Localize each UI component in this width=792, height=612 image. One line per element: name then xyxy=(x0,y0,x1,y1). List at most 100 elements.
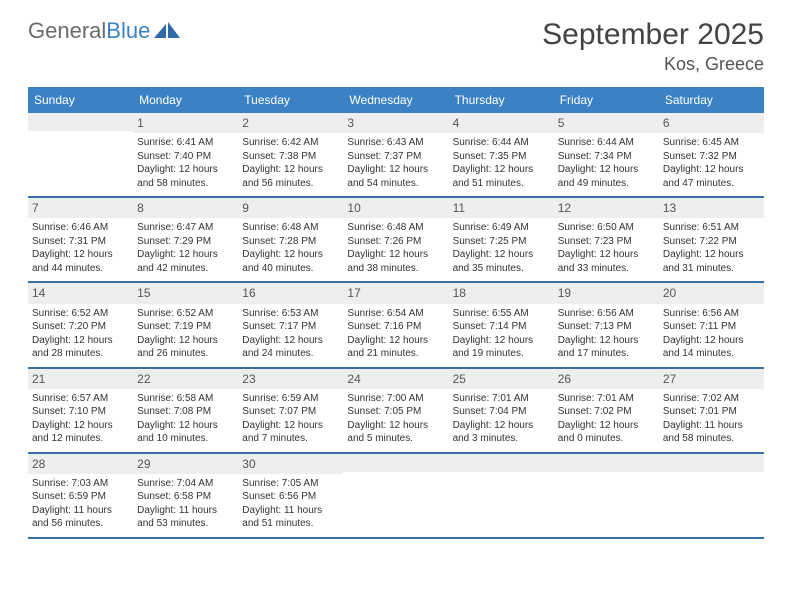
day-info-line: Sunrise: 6:48 AM xyxy=(347,221,444,235)
day-info-line: Daylight: 12 hours and 38 minutes. xyxy=(347,248,444,275)
day-info-line: Daylight: 12 hours and 58 minutes. xyxy=(137,163,234,190)
logo-sail-icon xyxy=(154,22,180,40)
weekday-mon: Monday xyxy=(133,87,238,113)
day-cell: 21Sunrise: 6:57 AMSunset: 7:10 PMDayligh… xyxy=(28,369,133,452)
day-info-line: Sunset: 7:13 PM xyxy=(558,320,655,334)
day-number: 3 xyxy=(343,113,448,133)
day-number: 23 xyxy=(238,369,343,389)
day-info-line: Sunset: 7:38 PM xyxy=(242,150,339,164)
weekday-header-row: Sunday Monday Tuesday Wednesday Thursday… xyxy=(28,87,764,113)
day-number: 21 xyxy=(28,369,133,389)
day-info-line: Daylight: 12 hours and 31 minutes. xyxy=(663,248,760,275)
day-cell: 16Sunrise: 6:53 AMSunset: 7:17 PMDayligh… xyxy=(238,283,343,366)
day-number xyxy=(659,454,764,472)
day-number: 5 xyxy=(554,113,659,133)
day-cell xyxy=(659,454,764,537)
day-number: 7 xyxy=(28,198,133,218)
day-cell: 18Sunrise: 6:55 AMSunset: 7:14 PMDayligh… xyxy=(449,283,554,366)
day-info-line: Daylight: 12 hours and 24 minutes. xyxy=(242,334,339,361)
day-number: 20 xyxy=(659,283,764,303)
day-cell: 7Sunrise: 6:46 AMSunset: 7:31 PMDaylight… xyxy=(28,198,133,281)
day-info-line: Sunset: 7:35 PM xyxy=(453,150,550,164)
weekday-wed: Wednesday xyxy=(343,87,448,113)
day-number: 17 xyxy=(343,283,448,303)
day-info-line: Sunset: 7:11 PM xyxy=(663,320,760,334)
day-cell: 4Sunrise: 6:44 AMSunset: 7:35 PMDaylight… xyxy=(449,113,554,196)
day-info-line: Sunrise: 7:02 AM xyxy=(663,392,760,406)
day-info-line: Sunrise: 6:49 AM xyxy=(453,221,550,235)
day-info-line: Sunset: 7:19 PM xyxy=(137,320,234,334)
calendar: Sunday Monday Tuesday Wednesday Thursday… xyxy=(28,87,764,539)
day-cell: 9Sunrise: 6:48 AMSunset: 7:28 PMDaylight… xyxy=(238,198,343,281)
day-number xyxy=(554,454,659,472)
day-info-line: Sunrise: 6:56 AM xyxy=(558,307,655,321)
day-info-line: Sunset: 7:40 PM xyxy=(137,150,234,164)
day-info-line: Sunrise: 6:44 AM xyxy=(453,136,550,150)
day-number: 10 xyxy=(343,198,448,218)
day-cell: 27Sunrise: 7:02 AMSunset: 7:01 PMDayligh… xyxy=(659,369,764,452)
day-info-line: Sunset: 7:26 PM xyxy=(347,235,444,249)
weekday-sun: Sunday xyxy=(28,87,133,113)
day-info-line: Sunrise: 6:47 AM xyxy=(137,221,234,235)
day-cell: 20Sunrise: 6:56 AMSunset: 7:11 PMDayligh… xyxy=(659,283,764,366)
day-info-line: Daylight: 12 hours and 19 minutes. xyxy=(453,334,550,361)
day-info-line: Sunrise: 6:42 AM xyxy=(242,136,339,150)
day-info-line: Sunrise: 6:44 AM xyxy=(558,136,655,150)
day-number: 25 xyxy=(449,369,554,389)
day-info-line: Sunrise: 6:53 AM xyxy=(242,307,339,321)
day-info-line: Daylight: 12 hours and 7 minutes. xyxy=(242,419,339,446)
header: GeneralBlue September 2025 Kos, Greece xyxy=(0,0,792,79)
day-info-line: Daylight: 12 hours and 40 minutes. xyxy=(242,248,339,275)
week-row: 7Sunrise: 6:46 AMSunset: 7:31 PMDaylight… xyxy=(28,198,764,283)
weeks-container: 1Sunrise: 6:41 AMSunset: 7:40 PMDaylight… xyxy=(28,113,764,539)
day-number: 30 xyxy=(238,454,343,474)
day-number: 22 xyxy=(133,369,238,389)
day-info-line: Sunset: 7:05 PM xyxy=(347,405,444,419)
day-info-line: Daylight: 11 hours and 58 minutes. xyxy=(663,419,760,446)
day-info-line: Daylight: 12 hours and 21 minutes. xyxy=(347,334,444,361)
weekday-sat: Saturday xyxy=(659,87,764,113)
title-block: September 2025 Kos, Greece xyxy=(542,18,764,75)
day-info-line: Sunrise: 6:50 AM xyxy=(558,221,655,235)
month-title: September 2025 xyxy=(542,18,764,52)
day-cell xyxy=(554,454,659,537)
day-info-line: Sunrise: 7:01 AM xyxy=(453,392,550,406)
day-number: 12 xyxy=(554,198,659,218)
location: Kos, Greece xyxy=(542,54,764,75)
day-info-line: Sunset: 7:10 PM xyxy=(32,405,129,419)
day-cell: 6Sunrise: 6:45 AMSunset: 7:32 PMDaylight… xyxy=(659,113,764,196)
day-info-line: Sunset: 7:25 PM xyxy=(453,235,550,249)
day-number: 18 xyxy=(449,283,554,303)
day-number: 15 xyxy=(133,283,238,303)
day-info-line: Sunrise: 7:04 AM xyxy=(137,477,234,491)
day-info-line: Daylight: 12 hours and 12 minutes. xyxy=(32,419,129,446)
day-info-line: Sunset: 7:16 PM xyxy=(347,320,444,334)
day-info-line: Sunset: 7:17 PM xyxy=(242,320,339,334)
day-number xyxy=(449,454,554,472)
day-info-line: Sunrise: 6:55 AM xyxy=(453,307,550,321)
logo-word2: Blue xyxy=(106,18,150,43)
day-info-line: Sunrise: 6:45 AM xyxy=(663,136,760,150)
day-cell: 11Sunrise: 6:49 AMSunset: 7:25 PMDayligh… xyxy=(449,198,554,281)
day-cell: 10 Sunrise: 6:48 AMSunset: 7:26 PMDayligh… xyxy=(343,198,448,281)
day-info-line: Daylight: 12 hours and 44 minutes. xyxy=(32,248,129,275)
day-info-line: Sunrise: 7:05 AM xyxy=(242,477,339,491)
day-info-line: Daylight: 12 hours and 3 minutes. xyxy=(453,419,550,446)
day-cell: 23Sunrise: 6:59 AMSunset: 7:07 PMDayligh… xyxy=(238,369,343,452)
logo: GeneralBlue xyxy=(28,18,180,44)
day-info-line: Sunrise: 6:46 AM xyxy=(32,221,129,235)
day-cell: 19Sunrise: 6:56 AMSunset: 7:13 PMDayligh… xyxy=(554,283,659,366)
day-info-line: Daylight: 12 hours and 14 minutes. xyxy=(663,334,760,361)
day-info-line: Sunset: 6:59 PM xyxy=(32,490,129,504)
day-number: 6 xyxy=(659,113,764,133)
weekday-tue: Tuesday xyxy=(238,87,343,113)
day-info-line: Sunrise: 6:41 AM xyxy=(137,136,234,150)
week-row: 21Sunrise: 6:57 AMSunset: 7:10 PMDayligh… xyxy=(28,369,764,454)
day-cell: 12Sunrise: 6:50 AMSunset: 7:23 PMDayligh… xyxy=(554,198,659,281)
day-cell: 3Sunrise: 6:43 AMSunset: 7:37 PMDaylight… xyxy=(343,113,448,196)
day-info-line: Sunrise: 6:59 AM xyxy=(242,392,339,406)
day-info-line: Daylight: 12 hours and 26 minutes. xyxy=(137,334,234,361)
day-cell: 13Sunrise: 6:51 AMSunset: 7:22 PMDayligh… xyxy=(659,198,764,281)
day-number: 19 xyxy=(554,283,659,303)
day-cell: 8Sunrise: 6:47 AMSunset: 7:29 PMDaylight… xyxy=(133,198,238,281)
